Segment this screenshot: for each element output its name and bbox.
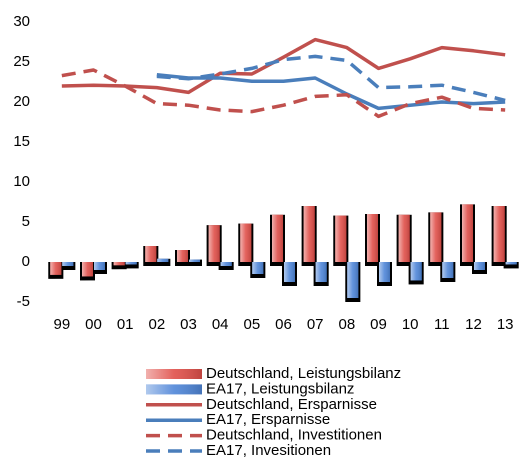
bar-shine [62, 262, 74, 266]
bar-shine [157, 258, 169, 262]
bars [50, 204, 517, 298]
y-tick-label: 0 [22, 253, 30, 270]
bar-shine [113, 262, 125, 266]
bar-shine [410, 262, 422, 281]
x-tick-label: 13 [497, 316, 514, 333]
legend-label: EA17, Ersparnisse [206, 411, 330, 428]
bar-shine [347, 262, 359, 298]
bar-shine [252, 262, 264, 274]
bar-shine [367, 214, 378, 262]
bar-shine [493, 206, 505, 262]
legend-label: Deutschland, Leistungsbilanz [206, 365, 401, 382]
legend-label: Deutschland, Ersparnisse [206, 396, 377, 413]
bar-shine [284, 262, 295, 282]
legend-label: EA17, Leistungsbilanz [206, 380, 354, 397]
bar-shine [398, 214, 410, 262]
y-tick-label: 10 [13, 173, 30, 190]
y-tick-label: -5 [17, 293, 30, 310]
bar-shine [145, 246, 157, 262]
legend-label: EA17, Invesitionen [206, 442, 331, 458]
y-tick-label: 15 [13, 133, 30, 150]
bar-shine [177, 250, 188, 262]
x-tick-label: 08 [338, 316, 355, 333]
x-tick-label: 00 [85, 316, 102, 333]
bar-shine [315, 262, 327, 282]
legend-swatch-shine [146, 384, 202, 395]
bar-shine [505, 262, 517, 265]
bar-shine [442, 262, 454, 278]
x-tick-label: 01 [117, 316, 134, 333]
y-tick-label: 30 [13, 13, 30, 30]
bar-shine [220, 262, 232, 266]
bar-shine [240, 223, 252, 262]
y-tick-label: 20 [13, 93, 30, 110]
x-tick-label: 06 [275, 316, 292, 333]
x-tick-label: 07 [307, 316, 324, 333]
x-tick-label: 05 [243, 316, 260, 333]
bar-shine [50, 262, 62, 275]
bar-shine [430, 212, 442, 262]
bar-shine [303, 206, 315, 262]
bar-shine [474, 262, 485, 270]
legend-swatch-shine [146, 369, 202, 379]
x-tick-label: 11 [434, 316, 450, 333]
bar-shine [94, 262, 105, 270]
bar-shine [208, 225, 220, 262]
bar-shine [462, 204, 473, 262]
x-tick-label: 03 [180, 316, 197, 333]
line [156, 73, 506, 111]
line [61, 68, 506, 119]
x-tick-label: 02 [148, 316, 165, 333]
bar-shine [335, 215, 347, 262]
bar-shine [379, 262, 390, 282]
line [156, 54, 506, 103]
bar-shine [189, 259, 200, 262]
bar-shine [82, 262, 93, 277]
x-tick-label: 99 [53, 316, 70, 333]
bar-shine [272, 214, 283, 262]
x-tick-label: 10 [402, 316, 419, 333]
x-tick-label: 04 [212, 316, 229, 333]
y-tick-label: 25 [13, 53, 30, 70]
y-tick-label: 5 [22, 213, 30, 230]
bar-shine [125, 262, 137, 265]
line [61, 37, 506, 95]
legend-label: Deutschland, Investitionen [206, 427, 382, 444]
x-tick-label: 12 [465, 316, 482, 333]
x-tick-label: 09 [370, 316, 387, 333]
